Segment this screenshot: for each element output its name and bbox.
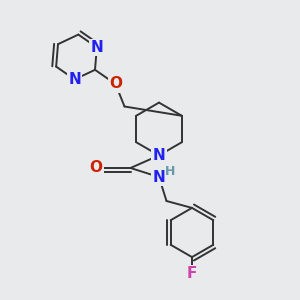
Text: F: F bbox=[187, 266, 197, 281]
Text: N: N bbox=[153, 148, 165, 163]
Text: O: O bbox=[89, 160, 103, 175]
Text: O: O bbox=[109, 76, 122, 92]
Text: N: N bbox=[153, 169, 165, 184]
Text: N: N bbox=[68, 72, 81, 87]
Text: N: N bbox=[91, 40, 103, 55]
Text: H: H bbox=[165, 165, 176, 178]
